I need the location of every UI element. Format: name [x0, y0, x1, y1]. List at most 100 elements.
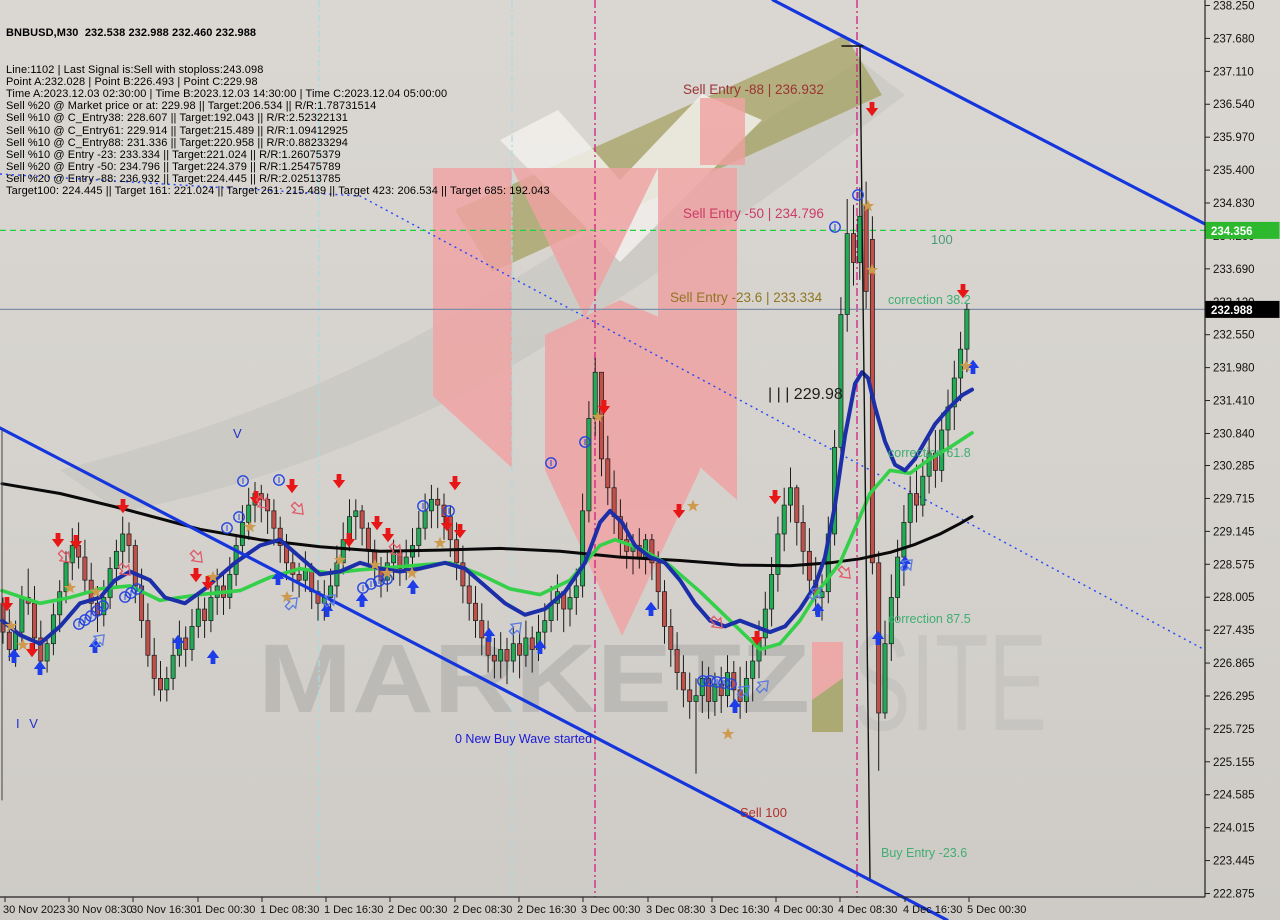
hollow-up-arrow-icon[interactable] [898, 556, 917, 575]
sell-signal-arrow-icon[interactable] [768, 490, 782, 505]
sell-signal-arrow-icon[interactable] [332, 474, 346, 489]
star-marker-icon[interactable] [368, 558, 382, 571]
hollow-up-arrow-icon[interactable] [321, 591, 340, 610]
star-marker-icon[interactable] [721, 727, 735, 740]
annotation-buy-entry-236[interactable]: Buy Entry -23.6 [881, 846, 967, 860]
hollow-up-arrow-icon[interactable] [807, 584, 826, 603]
annotation-wave-v[interactable]: V [233, 426, 245, 441]
circle-marker-icon[interactable] [711, 676, 723, 688]
hollow-down-arrow-icon[interactable] [289, 500, 308, 519]
buy-signal-arrow-icon[interactable] [320, 602, 334, 617]
buy-signal-arrow-icon[interactable] [206, 649, 220, 664]
sell-signal-arrow-icon[interactable] [672, 504, 686, 519]
star-marker-icon[interactable] [63, 581, 77, 594]
buy-signal-arrow-icon[interactable] [871, 630, 885, 645]
circle-marker-icon[interactable] [131, 583, 143, 595]
sell-signal-arrow-icon[interactable] [865, 102, 879, 117]
circle-marker-icon[interactable] [829, 221, 841, 233]
circle-marker-icon[interactable] [125, 587, 137, 599]
hollow-up-arrow-icon[interactable] [283, 594, 302, 613]
hollow-down-arrow-icon[interactable] [254, 494, 273, 513]
circle-marker-icon[interactable] [237, 475, 249, 487]
sell-signal-arrow-icon[interactable] [249, 491, 263, 506]
sell-signal-arrow-icon[interactable] [342, 533, 356, 548]
buy-signal-arrow-icon[interactable] [271, 570, 285, 585]
circle-marker-icon[interactable] [417, 500, 429, 512]
buy-signal-arrow-icon[interactable] [966, 359, 980, 374]
circle-marker-icon[interactable] [365, 578, 377, 590]
star-marker-icon[interactable] [206, 570, 220, 583]
hollow-down-arrow-icon[interactable] [836, 564, 855, 583]
buy-signal-arrow-icon[interactable] [482, 627, 496, 642]
sell-signal-arrow-icon[interactable] [116, 499, 130, 514]
circle-marker-icon[interactable] [373, 575, 385, 587]
star-marker-icon[interactable] [280, 590, 294, 603]
circle-marker-icon[interactable] [273, 474, 285, 486]
sell-signal-arrow-icon[interactable] [189, 568, 203, 583]
hollow-down-arrow-icon[interactable] [387, 541, 406, 560]
annotation-correction-618[interactable]: correction 61.8 [888, 446, 971, 460]
buy-signal-arrow-icon[interactable] [898, 555, 912, 570]
star-marker-icon[interactable] [4, 619, 18, 632]
star-marker-icon[interactable] [865, 263, 879, 276]
dotted-trendline[interactable] [0, 173, 1206, 651]
star-marker-icon[interactable] [89, 585, 103, 598]
sell-signal-arrow-icon[interactable] [201, 576, 215, 591]
circle-marker-icon[interactable] [718, 677, 730, 689]
sell-signal-arrow-icon[interactable] [440, 517, 454, 532]
circle-marker-icon[interactable] [233, 511, 245, 523]
circle-marker-icon[interactable] [79, 614, 91, 626]
hollow-up-arrow-icon[interactable] [754, 677, 773, 696]
sell-signal-arrow-icon[interactable] [448, 476, 462, 491]
circle-marker-icon[interactable] [697, 675, 709, 687]
star-marker-icon[interactable] [433, 536, 447, 549]
hollow-up-arrow-icon[interactable] [507, 619, 526, 638]
sell-signal-arrow-icon[interactable] [285, 479, 299, 494]
buy-signal-arrow-icon[interactable] [171, 634, 185, 649]
sell-signal-arrow-icon[interactable] [69, 535, 83, 550]
circle-marker-icon[interactable] [119, 591, 131, 603]
hollow-down-arrow-icon[interactable] [116, 561, 135, 580]
annotation-sell-100[interactable]: Sell 100 [740, 805, 787, 820]
annotation-sell-entry-88[interactable]: Sell Entry -88 | 236.932 [683, 82, 824, 97]
circle-marker-icon[interactable] [545, 457, 557, 469]
buy-signal-arrow-icon[interactable] [33, 660, 47, 675]
circle-marker-icon[interactable] [73, 618, 85, 630]
annotation-correction-382[interactable]: correction 38.2 [888, 293, 971, 307]
trendline-0[interactable] [0, 426, 949, 920]
circle-marker-icon[interactable] [704, 675, 716, 687]
trendline-2[interactable] [859, 45, 871, 879]
annotation-level-100[interactable]: 100 [931, 232, 953, 247]
sell-signal-arrow-icon[interactable] [51, 533, 65, 548]
sell-signal-arrow-icon[interactable] [956, 284, 970, 299]
buy-signal-arrow-icon[interactable] [533, 639, 547, 654]
buy-signal-arrow-icon[interactable] [355, 592, 369, 607]
trendline-1[interactable] [771, 0, 1207, 226]
star-marker-icon[interactable] [333, 553, 347, 566]
star-marker-icon[interactable] [405, 566, 419, 579]
hollow-down-arrow-icon[interactable] [708, 614, 727, 633]
star-marker-icon[interactable] [861, 199, 875, 212]
buy-signal-arrow-icon[interactable] [728, 698, 742, 713]
sell-signal-arrow-icon[interactable] [381, 528, 395, 543]
star-marker-icon[interactable] [686, 499, 700, 512]
annotation-sell-entry-50[interactable]: Sell Entry -50 | 234.796 [683, 206, 824, 221]
buy-signal-arrow-icon[interactable] [644, 601, 658, 616]
sell-signal-arrow-icon[interactable] [750, 631, 764, 646]
circle-marker-icon[interactable] [852, 189, 864, 201]
hollow-down-arrow-icon[interactable] [188, 548, 207, 567]
annotation-correction-875[interactable]: correction 87.5 [888, 612, 971, 626]
circle-marker-icon[interactable] [725, 678, 737, 690]
sell-signal-arrow-icon[interactable] [370, 516, 384, 531]
circle-marker-icon[interactable] [221, 522, 233, 534]
annotation-sell-entry-23[interactable]: Sell Entry -23.6 | 233.334 [670, 290, 823, 305]
circle-marker-icon[interactable] [579, 436, 591, 448]
buy-signal-arrow-icon[interactable] [7, 648, 21, 663]
annotation-point-c-price[interactable]: | | | 229.98 [768, 386, 843, 403]
star-marker-icon[interactable] [243, 520, 257, 533]
star-marker-icon[interactable] [16, 638, 30, 651]
star-marker-icon[interactable] [959, 359, 973, 372]
buy-signal-arrow-icon[interactable] [406, 579, 420, 594]
hollow-down-arrow-icon[interactable] [56, 548, 75, 567]
annotation-new-buy-wave[interactable]: 0 New Buy Wave started [455, 732, 592, 746]
